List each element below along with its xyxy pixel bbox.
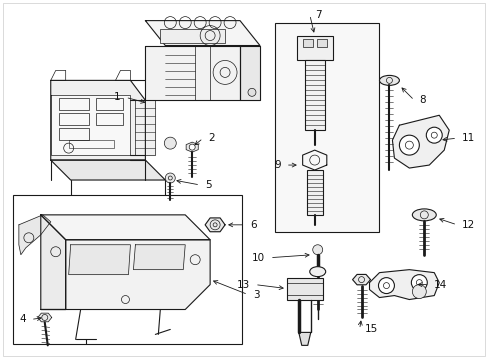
Bar [95,113,123,125]
Polygon shape [145,21,260,45]
Text: 13: 13 [236,280,249,289]
Polygon shape [133,245,185,270]
Bar [304,60,324,130]
Polygon shape [369,270,438,300]
Polygon shape [145,45,240,100]
Bar [296,36,332,60]
Text: 11: 11 [461,133,474,143]
Bar [316,39,326,46]
Polygon shape [41,240,210,310]
Text: 12: 12 [461,220,474,230]
Polygon shape [51,160,165,180]
Ellipse shape [164,137,176,149]
Polygon shape [38,313,52,322]
Polygon shape [205,218,224,232]
Polygon shape [298,332,310,345]
Bar [95,98,123,110]
Polygon shape [352,274,370,285]
Text: 6: 6 [249,220,256,230]
Ellipse shape [411,285,426,298]
Text: 3: 3 [252,289,259,300]
Bar [13,195,242,345]
Polygon shape [135,100,155,155]
Polygon shape [51,95,130,155]
Ellipse shape [411,209,435,221]
Polygon shape [68,245,130,275]
Text: 9: 9 [274,160,280,170]
Text: 14: 14 [433,280,447,289]
Ellipse shape [247,88,255,96]
Ellipse shape [399,135,419,155]
Bar [59,128,88,140]
Bar [274,23,379,232]
Ellipse shape [309,267,325,276]
Text: 10: 10 [251,253,264,263]
Ellipse shape [189,144,195,150]
Bar [68,140,113,148]
Bar [160,28,224,42]
Bar [59,113,88,125]
Polygon shape [302,150,326,170]
Bar [286,278,322,300]
Bar [306,170,322,215]
Text: 4: 4 [19,314,26,324]
Polygon shape [51,80,145,160]
Polygon shape [19,215,51,255]
Polygon shape [41,215,210,240]
Ellipse shape [379,75,399,85]
Polygon shape [186,142,198,152]
Ellipse shape [378,278,394,293]
Bar [302,39,312,46]
Polygon shape [41,215,65,310]
Polygon shape [392,115,448,168]
Ellipse shape [426,127,441,143]
Text: 15: 15 [364,324,377,334]
Text: 1: 1 [114,92,120,102]
Bar [59,98,88,110]
Polygon shape [240,45,260,100]
Text: 7: 7 [314,10,321,20]
Ellipse shape [312,245,322,255]
Ellipse shape [165,173,175,183]
Text: 2: 2 [208,133,214,143]
Text: 8: 8 [419,95,425,105]
Ellipse shape [410,275,427,291]
Text: 5: 5 [205,180,211,190]
